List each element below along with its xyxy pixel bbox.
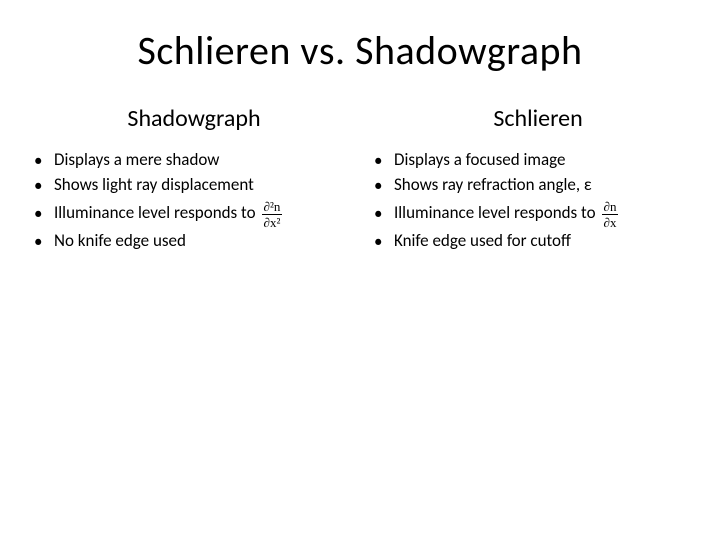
right-column: Schlieren • Displays a focused image • S…	[360, 104, 720, 255]
bullet-icon: •	[34, 152, 40, 169]
bullet-icon: •	[34, 205, 40, 222]
bullet-icon: •	[34, 177, 40, 194]
item-label: Illuminance level responds to	[394, 202, 596, 225]
item-label: Illuminance level responds to	[54, 202, 256, 225]
bullet-icon: •	[34, 233, 40, 250]
item-text: Shows ray refraction angle, ε	[394, 174, 592, 197]
item-text: Displays a focused image	[394, 149, 565, 172]
list-item: • Shows ray refraction angle, ε	[374, 174, 702, 197]
formula-denominator: ∂x²	[262, 214, 283, 229]
list-item: • Illuminance level responds to ∂²n ∂x²	[34, 199, 354, 228]
item-text: No knife edge used	[54, 230, 186, 253]
left-list: • Displays a mere shadow • Shows light r…	[34, 149, 354, 253]
list-item: • Shows light ray displacement	[34, 174, 354, 197]
formula-denominator: ∂x	[602, 214, 619, 229]
bullet-icon: •	[374, 177, 380, 194]
item-text: Shows light ray displacement	[54, 174, 254, 197]
bullet-icon: •	[374, 152, 380, 169]
right-list: • Displays a focused image • Shows ray r…	[374, 149, 702, 253]
formula-d2n-dx2: ∂²n ∂x²	[262, 200, 283, 229]
item-text: Illuminance level responds to ∂²n ∂x²	[54, 199, 282, 228]
columns: Shadowgraph • Displays a mere shadow • S…	[0, 104, 720, 255]
slide: Schlieren vs. Shadowgraph Shadowgraph • …	[0, 0, 720, 540]
right-heading: Schlieren	[374, 104, 702, 133]
formula-dn-dx: ∂n ∂x	[602, 200, 619, 229]
item-text: Illuminance level responds to ∂n ∂x	[394, 199, 618, 228]
list-item: • Displays a focused image	[374, 149, 702, 172]
item-text: Knife edge used for cutoff	[394, 230, 571, 253]
slide-title: Schlieren vs. Shadowgraph	[0, 26, 720, 75]
left-heading: Shadowgraph	[34, 104, 354, 133]
list-item: • Knife edge used for cutoff	[374, 230, 702, 253]
formula-numerator: ∂n	[602, 200, 619, 214]
bullet-icon: •	[374, 233, 380, 250]
list-item: • Illuminance level responds to ∂n ∂x	[374, 199, 702, 228]
item-text: Displays a mere shadow	[54, 149, 219, 172]
left-column: Shadowgraph • Displays a mere shadow • S…	[0, 104, 360, 255]
list-item: • No knife edge used	[34, 230, 354, 253]
bullet-icon: •	[374, 205, 380, 222]
list-item: • Displays a mere shadow	[34, 149, 354, 172]
formula-numerator: ∂²n	[262, 200, 283, 214]
